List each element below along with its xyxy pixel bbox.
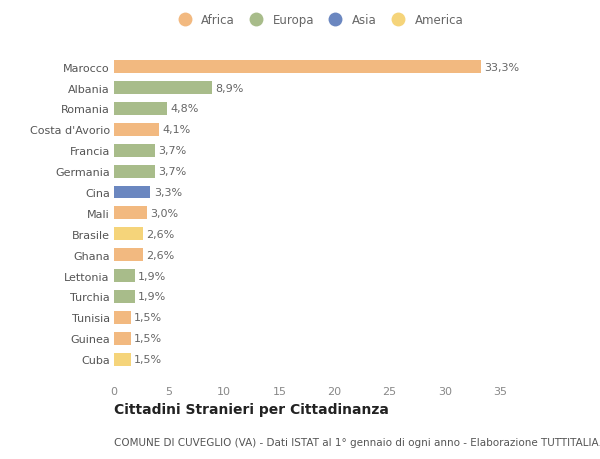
- Text: Cittadini Stranieri per Cittadinanza: Cittadini Stranieri per Cittadinanza: [114, 402, 389, 416]
- Text: 1,5%: 1,5%: [134, 333, 162, 343]
- Bar: [114, 145, 155, 157]
- Text: 1,5%: 1,5%: [134, 313, 162, 323]
- Bar: [114, 332, 131, 345]
- Text: 4,1%: 4,1%: [163, 125, 191, 135]
- Text: 2,6%: 2,6%: [146, 230, 174, 239]
- Text: 3,3%: 3,3%: [154, 188, 182, 197]
- Bar: [114, 353, 131, 366]
- Text: 1,9%: 1,9%: [138, 292, 167, 302]
- Bar: [114, 61, 481, 74]
- Bar: [114, 123, 159, 137]
- Bar: [114, 207, 147, 220]
- Bar: [114, 103, 167, 116]
- Bar: [114, 269, 135, 282]
- Bar: [114, 165, 155, 178]
- Text: 3,7%: 3,7%: [158, 167, 187, 177]
- Text: 2,6%: 2,6%: [146, 250, 174, 260]
- Text: 33,3%: 33,3%: [485, 62, 520, 73]
- Bar: [114, 82, 212, 95]
- Text: 3,0%: 3,0%: [151, 208, 179, 218]
- Text: 4,8%: 4,8%: [170, 104, 199, 114]
- Bar: [114, 290, 135, 303]
- Text: 1,9%: 1,9%: [138, 271, 167, 281]
- Text: 1,5%: 1,5%: [134, 354, 162, 364]
- Bar: [114, 311, 131, 324]
- Text: 3,7%: 3,7%: [158, 146, 187, 156]
- Bar: [114, 186, 151, 199]
- Bar: [114, 228, 143, 241]
- Legend: Africa, Europa, Asia, America: Africa, Europa, Asia, America: [170, 11, 466, 29]
- Text: COMUNE DI CUVEGLIO (VA) - Dati ISTAT al 1° gennaio di ogni anno - Elaborazione T: COMUNE DI CUVEGLIO (VA) - Dati ISTAT al …: [114, 437, 600, 447]
- Text: 8,9%: 8,9%: [215, 84, 244, 94]
- Bar: [114, 249, 143, 262]
